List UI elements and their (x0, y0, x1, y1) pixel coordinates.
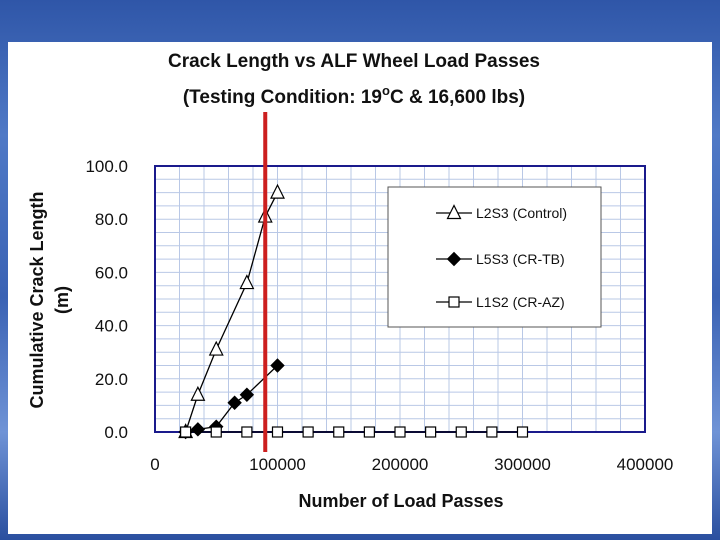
data-point-square (516, 426, 529, 438)
data-point-square (333, 426, 345, 438)
x-tick-label: 100000 (249, 455, 306, 474)
data-point-square (271, 426, 284, 438)
data-point-diamond (227, 395, 242, 410)
y-tick-label: 40.0 (95, 317, 128, 336)
y-axis-title-line-2: (m) (52, 286, 72, 314)
series-2 (180, 426, 529, 438)
legend-label: L1S2 (CR-AZ) (476, 294, 565, 310)
legend: L2S3 (Control) L5S3 (CR-TB) L1S2 (CR-AZ) (387, 186, 602, 328)
y-tick-label: 20.0 (95, 370, 128, 389)
y-axis-title-line-1: Cumulative Crack Length (27, 191, 47, 408)
chart-subtitle: (Testing Condition: 19oC & 16,600 lbs) (183, 83, 525, 108)
data-point-square (180, 426, 192, 438)
data-point-square (363, 426, 375, 438)
data-point-triangle (208, 340, 224, 356)
chart-title: Crack Length vs ALF Wheel Load Passes (168, 51, 540, 72)
legend-marker-triangle (446, 204, 462, 220)
legend-box (387, 186, 602, 328)
x-axis-title: Number of Load Passes (298, 491, 503, 511)
data-point-triangle (270, 183, 285, 199)
data-point-square (241, 426, 253, 438)
legend-label: L2S3 (Control) (476, 205, 567, 221)
x-tick-label: 300000 (494, 455, 551, 474)
data-point-square (210, 426, 222, 438)
x-tick-label: 0 (150, 455, 159, 474)
legend-marker-diamond (446, 251, 462, 267)
data-point-diamond (239, 387, 255, 402)
data-series (178, 183, 529, 440)
data-point-diamond (270, 358, 285, 373)
data-point-square (425, 426, 437, 438)
y-tick-label: 0.0 (104, 423, 128, 442)
tick-labels: 0.0 20.0 40.0 60.0 80.0 100.0 0 100000 200000 300… (85, 157, 673, 474)
y-tick-label: 80.0 (95, 210, 128, 229)
x-tick-label: 400000 (617, 455, 674, 474)
data-point-square (394, 426, 406, 438)
legend-marker-square (448, 296, 460, 308)
y-tick-label: 100.0 (85, 157, 128, 176)
data-point-diamond (190, 422, 206, 437)
y-tick-label: 60.0 (95, 263, 128, 282)
data-point-triangle (190, 385, 206, 401)
data-point-square (302, 426, 314, 438)
data-point-square (486, 426, 498, 438)
data-point-square (455, 426, 467, 438)
data-point-triangle (239, 274, 255, 290)
legend-label: L5S3 (CR-TB) (476, 251, 565, 267)
x-tick-label: 200000 (372, 455, 429, 474)
